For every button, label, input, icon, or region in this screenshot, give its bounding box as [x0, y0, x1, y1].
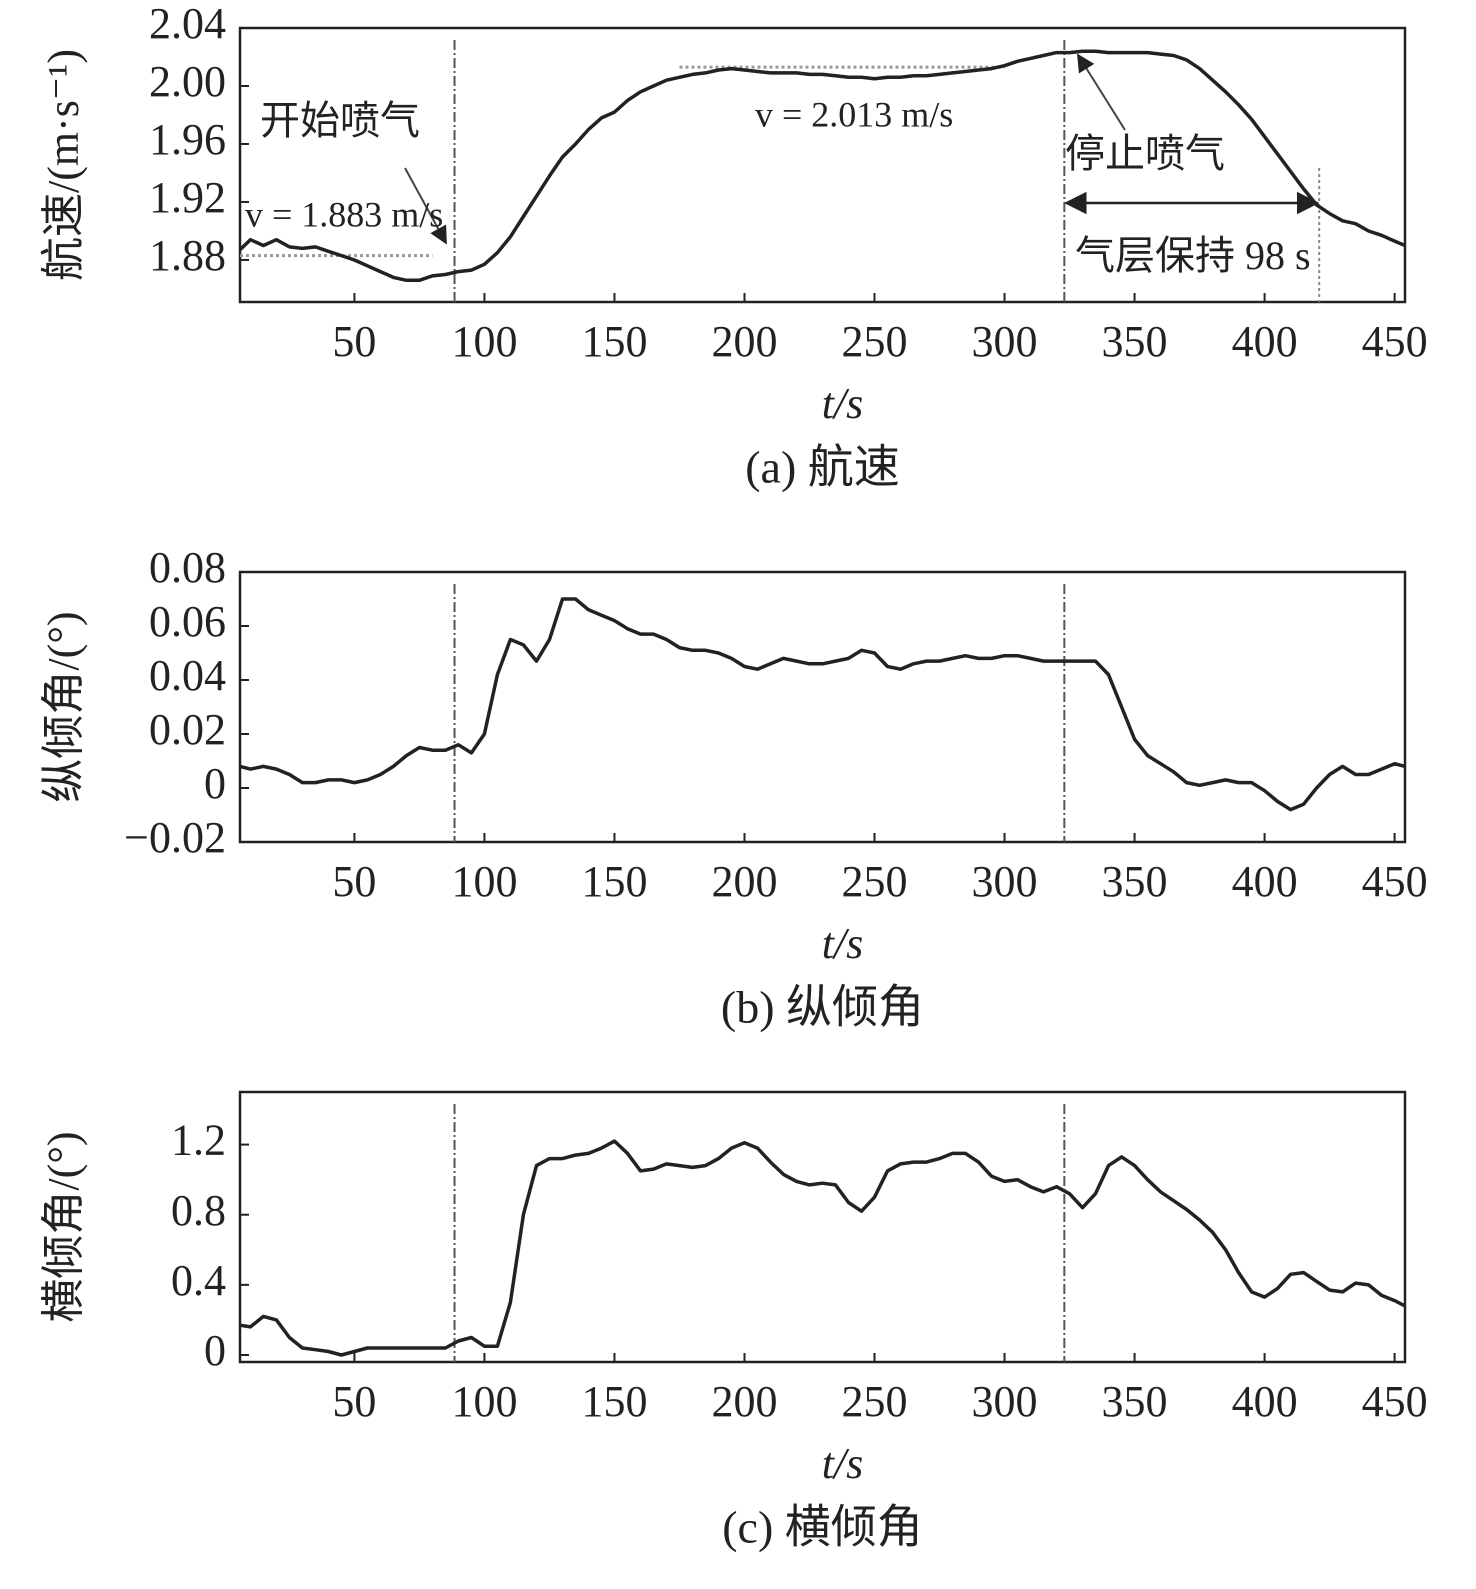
x-tick-label: 50: [332, 317, 376, 366]
y-axis-label: 航速/(m·s⁻¹): [39, 49, 88, 281]
annotation: v = 1.883 m/s: [245, 194, 443, 234]
y-tick-label: 0.02: [149, 705, 226, 754]
y-tick-label: 2.00: [149, 57, 226, 106]
y-tick-label: 0: [204, 1326, 226, 1375]
annotation: 停止喷气: [1065, 131, 1225, 176]
caption: (a) 航速: [745, 442, 900, 493]
x-tick-label: 400: [1232, 1377, 1298, 1426]
x-tick-label: 100: [451, 857, 517, 906]
x-tick-label: 250: [842, 317, 908, 366]
x-tick-label: 200: [711, 1377, 777, 1426]
x-tick-label: 200: [711, 857, 777, 906]
y-tick-label: −0.02: [124, 813, 226, 862]
x-tick-label: 300: [972, 1377, 1038, 1426]
x-tick-label: 250: [842, 857, 908, 906]
x-axis-label: t/s: [822, 919, 864, 968]
x-tick-label: 50: [332, 857, 376, 906]
x-tick-label: 400: [1232, 857, 1298, 906]
y-tick-label: 0.4: [171, 1256, 226, 1305]
x-tick-label: 450: [1362, 317, 1428, 366]
x-tick-label: 150: [581, 317, 647, 366]
y-tick-label: 1.2: [171, 1116, 226, 1165]
caption: (b) 纵倾角: [721, 982, 924, 1033]
x-tick-label: 50: [332, 1377, 376, 1426]
x-tick-label: 150: [581, 1377, 647, 1426]
x-tick-label: 250: [842, 1377, 908, 1426]
plot-frame: [238, 26, 1407, 304]
x-tick-label: 350: [1102, 317, 1168, 366]
x-tick-label: 100: [451, 1377, 517, 1426]
x-tick-label: 350: [1102, 857, 1168, 906]
x-tick-label: 400: [1232, 317, 1298, 366]
x-axis-label: t/s: [822, 379, 864, 428]
caption: (c) 横倾角: [722, 1502, 923, 1553]
y-axis-label: 横倾角/(°): [39, 1131, 88, 1322]
y-tick-label: 1.88: [149, 231, 226, 280]
y-tick-label: 0: [204, 759, 226, 808]
y-tick-label: 0.04: [149, 651, 226, 700]
arrow: [404, 167, 447, 245]
x-tick-label: 450: [1362, 1377, 1428, 1426]
y-tick-label: 0.8: [171, 1186, 226, 1235]
y-tick-label: 0.06: [149, 597, 226, 646]
x-tick-label: 350: [1102, 1377, 1168, 1426]
arrow: [1077, 53, 1126, 131]
x-tick-label: 200: [711, 317, 777, 366]
x-tick-label: 300: [972, 857, 1038, 906]
x-axis-label: t/s: [822, 1439, 864, 1488]
x-tick-label: 150: [581, 857, 647, 906]
annotation: 气层保持 98 s: [1075, 233, 1311, 278]
annotation: 开始喷气: [260, 98, 420, 143]
y-tick-label: 1.92: [149, 173, 226, 222]
annotation: v = 2.013 m/s: [755, 94, 953, 134]
y-axis-label: 纵倾角/(°): [39, 611, 88, 802]
data-line: [239, 597, 1406, 812]
plot-frame: [238, 1090, 1407, 1364]
y-tick-label: 2.04: [149, 0, 226, 48]
x-tick-label: 450: [1362, 857, 1428, 906]
x-tick-label: 100: [451, 317, 517, 366]
y-tick-label: 1.96: [149, 115, 226, 164]
x-tick-label: 300: [972, 317, 1038, 366]
data-line: [239, 1139, 1406, 1357]
data-line: [238, 49, 1406, 283]
plot-frame: [238, 570, 1407, 844]
y-tick-label: 0.08: [149, 543, 226, 592]
